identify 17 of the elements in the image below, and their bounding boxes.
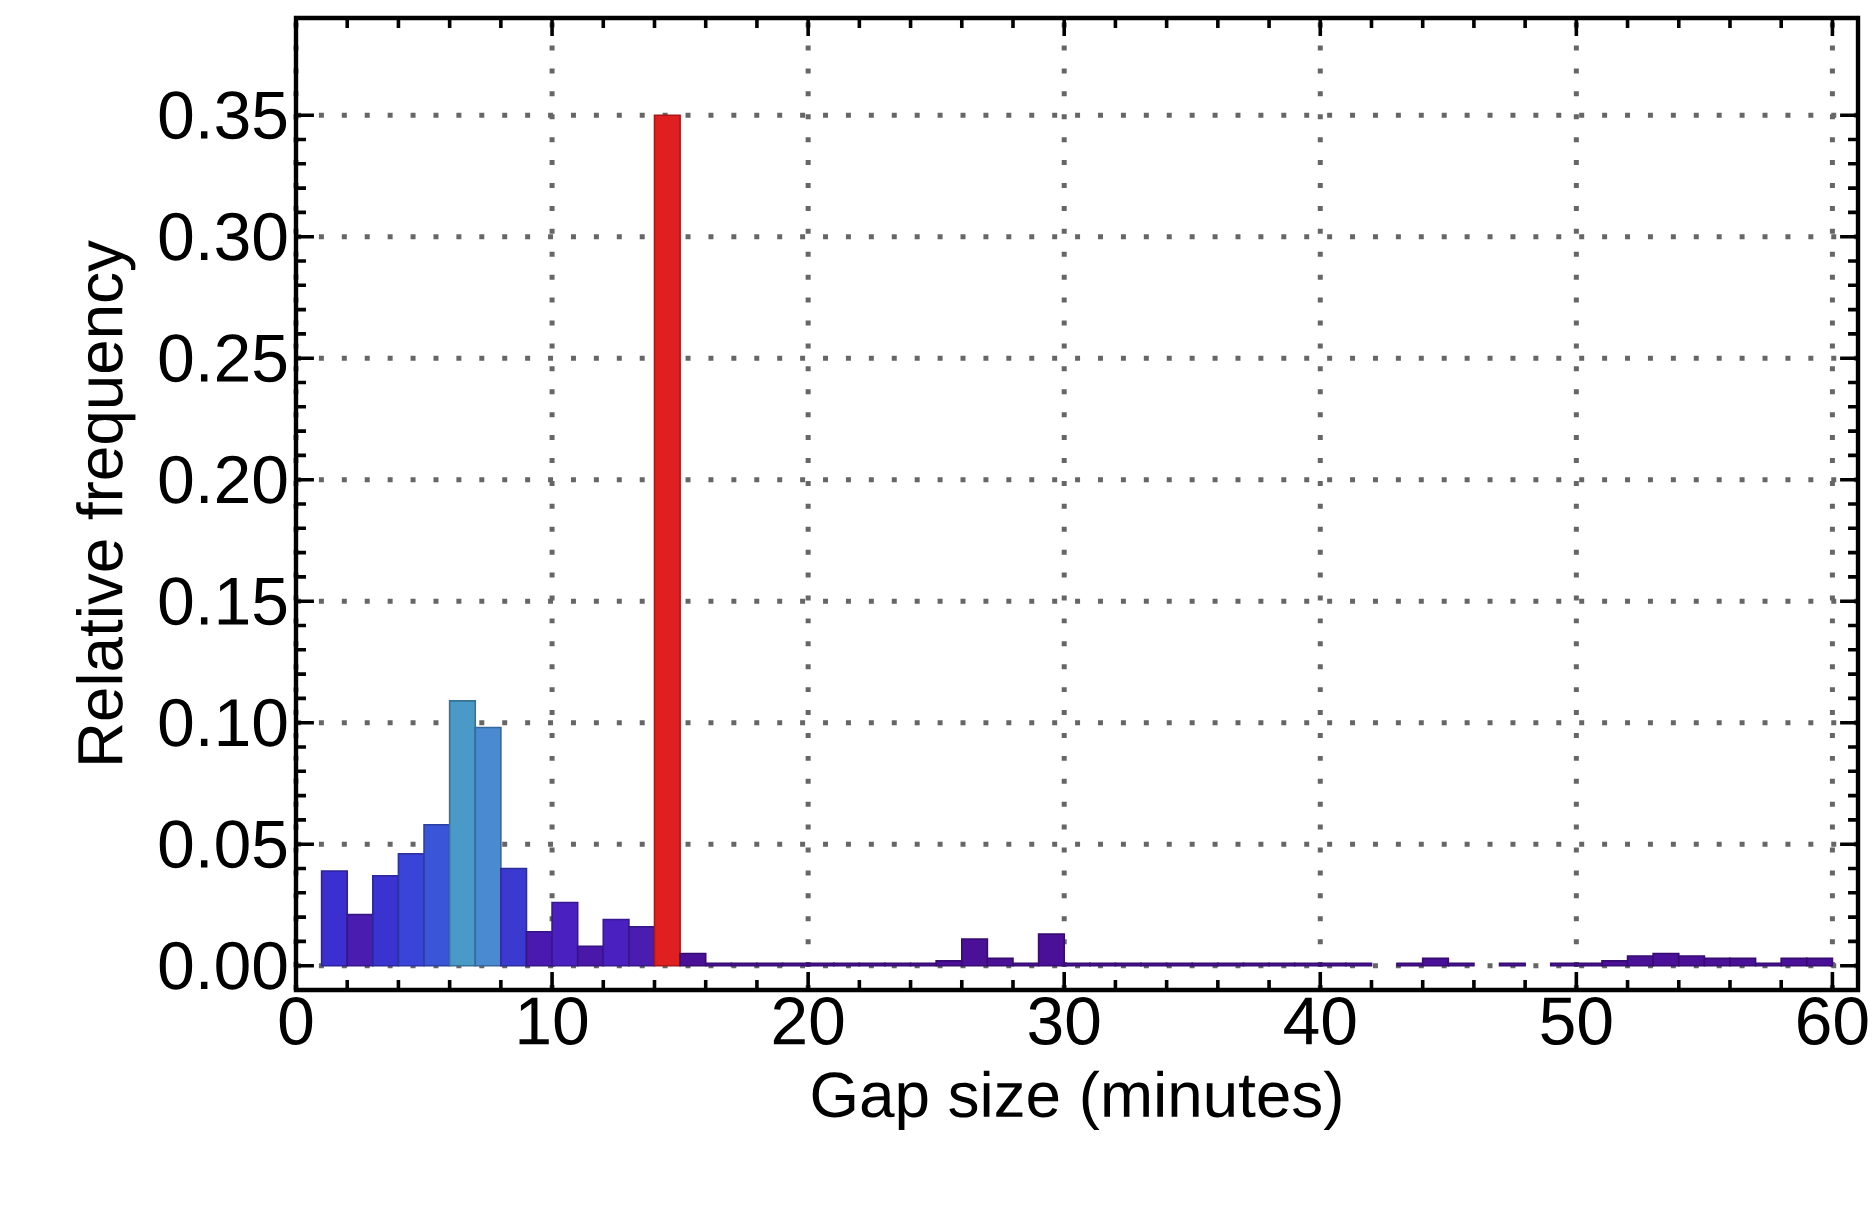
y-tick-label: 0.20 — [159, 455, 287, 504]
y-tick-label: 0.10 — [159, 698, 287, 747]
x-tick-label: 60 — [1798, 997, 1868, 1045]
y-tick-label: 0.00 — [159, 941, 287, 990]
y-tick-label: 0.25 — [159, 334, 287, 383]
y-axis-title: Relative frequency — [76, 240, 136, 763]
y-tick-label: 0.05 — [159, 820, 287, 869]
x-tick-label: 50 — [1541, 997, 1612, 1045]
x-tick-label: 40 — [1284, 997, 1356, 1045]
x-tick-label: 0 — [279, 997, 313, 1045]
y-tick-label: 0.35 — [159, 91, 287, 140]
y-tick-label: 0.30 — [159, 212, 287, 261]
x-axis-title: Gap size (minutes) — [812, 1070, 1341, 1131]
x-tick-label: 30 — [1029, 997, 1100, 1045]
x-tick-label: 10 — [519, 997, 588, 1045]
y-tick-label: 0.15 — [159, 577, 287, 626]
x-tick-label: 20 — [773, 997, 844, 1045]
